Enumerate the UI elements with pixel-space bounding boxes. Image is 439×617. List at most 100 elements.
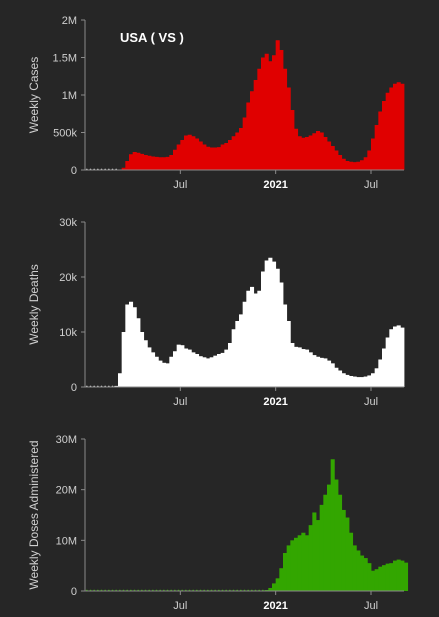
chart-panel-2: 0 10k 20k 30k Jul 2021 Jul Weekly Deaths <box>27 217 405 408</box>
bar <box>312 355 317 387</box>
x-tick-label: 2021 <box>263 179 287 191</box>
bar <box>338 155 343 170</box>
bar <box>396 325 401 387</box>
bar <box>264 589 269 591</box>
bar <box>158 360 163 387</box>
bar <box>253 80 258 170</box>
bar <box>316 356 321 387</box>
bar <box>239 314 244 387</box>
bar <box>290 110 295 170</box>
bar <box>147 155 152 170</box>
bar <box>356 550 361 591</box>
bar <box>290 540 295 591</box>
bar <box>246 102 251 170</box>
bar <box>180 345 185 387</box>
bar <box>349 161 354 170</box>
bar <box>129 301 134 387</box>
y-axis-label: Weekly Doses Administered <box>27 440 41 589</box>
y-tick-label: 2M <box>62 15 77 27</box>
bar <box>140 332 145 387</box>
y-tick-label: 10k <box>59 327 77 339</box>
bar <box>367 375 372 387</box>
bar <box>136 318 141 387</box>
bar <box>385 337 390 387</box>
bar <box>195 138 200 170</box>
bar <box>385 92 390 170</box>
bar <box>334 367 339 387</box>
bar <box>202 357 207 387</box>
y-tick-label: 0 <box>71 586 77 598</box>
bar <box>140 153 145 171</box>
x-tick-label: 2021 <box>263 396 287 408</box>
bar <box>319 132 324 170</box>
bar <box>371 373 376 387</box>
bar <box>206 358 211 387</box>
bar <box>176 144 181 170</box>
bar <box>228 343 233 387</box>
bar <box>294 346 299 387</box>
bar <box>151 156 156 170</box>
bar <box>378 359 383 387</box>
bar <box>319 504 324 591</box>
y-tick-label: 0 <box>71 165 77 177</box>
y-axis-label: Weekly Cases <box>27 57 41 133</box>
bar <box>154 156 159 171</box>
bar <box>360 377 365 387</box>
bar <box>202 144 207 170</box>
bar <box>165 363 170 387</box>
bars-group <box>114 257 405 387</box>
bar <box>176 344 181 387</box>
bar <box>257 68 262 170</box>
bar <box>224 143 229 170</box>
bar <box>213 147 218 170</box>
bar <box>363 376 368 387</box>
bar <box>338 494 343 591</box>
bar <box>231 329 236 387</box>
bar <box>389 87 394 170</box>
bar <box>121 167 126 170</box>
y-tick-label: 1M <box>62 90 77 102</box>
bar <box>198 356 203 387</box>
bar <box>323 137 328 170</box>
y-tick-label: 1.5M <box>53 53 77 65</box>
bar <box>268 257 273 387</box>
x-tick-label: Jul <box>173 600 187 612</box>
bar <box>283 553 288 591</box>
bar <box>132 307 137 387</box>
bar <box>345 374 350 387</box>
bar <box>323 494 328 591</box>
bar <box>334 150 339 170</box>
bar <box>220 144 225 170</box>
bar <box>312 133 317 170</box>
bar <box>147 347 152 387</box>
bar <box>404 562 409 591</box>
bar <box>374 368 379 387</box>
bar <box>209 147 214 170</box>
bar <box>349 532 354 591</box>
bar <box>393 560 398 591</box>
bar <box>268 587 273 591</box>
bar <box>396 559 401 591</box>
x-tick-label: Jul <box>364 600 378 612</box>
bar <box>330 363 335 387</box>
bar <box>242 301 247 387</box>
chart-panel-1: 0 500k 1M 1.5M 2M Jul 2021 Jul Weekly Cases USA (… <box>27 15 405 191</box>
bar <box>305 349 310 387</box>
bar <box>283 304 288 387</box>
bar <box>132 152 137 170</box>
bar <box>400 560 405 591</box>
bar <box>349 376 354 387</box>
bar <box>385 563 390 591</box>
bar <box>363 157 368 170</box>
bar <box>121 332 126 387</box>
bar <box>143 340 148 387</box>
y-axis-label: Weekly Deaths <box>27 264 41 344</box>
y-tick-label: 20M <box>56 485 77 497</box>
bar <box>272 261 277 387</box>
bar <box>352 376 357 387</box>
bar <box>297 347 302 387</box>
bar <box>363 558 368 591</box>
bar <box>301 137 306 170</box>
bar <box>217 147 222 171</box>
